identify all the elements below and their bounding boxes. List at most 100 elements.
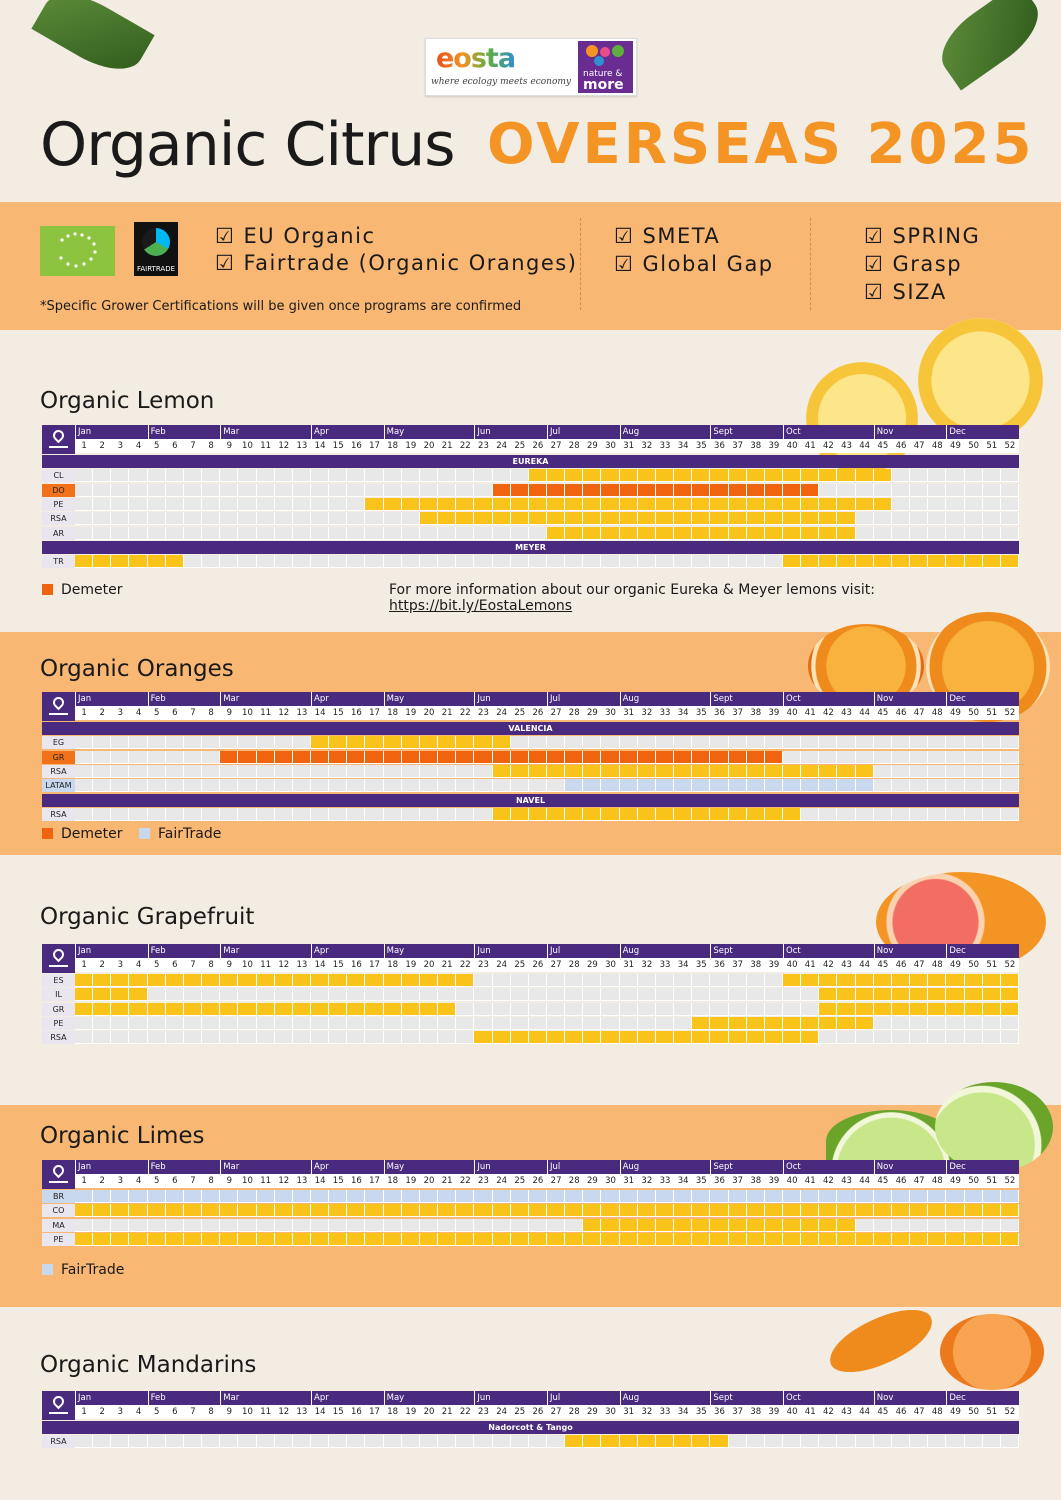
available-week-cell: [928, 1190, 947, 1203]
empty-week-cell: [75, 1016, 94, 1030]
empty-week-cell: [891, 1435, 911, 1449]
available-week-cell: [438, 497, 457, 511]
empty-week-cell: [274, 469, 293, 483]
pin-shape: [50, 946, 67, 963]
available-week-cell: [583, 764, 602, 778]
empty-week-cell: [964, 1218, 983, 1232]
available-week-cell: [583, 750, 602, 764]
available-week-cell: [819, 1190, 838, 1203]
available-week-cell: [438, 1002, 457, 1016]
available-week-cell: [728, 1016, 747, 1030]
empty-week-cell: [438, 555, 457, 569]
available-week-cell: [93, 974, 112, 987]
week-number: 39: [764, 439, 783, 453]
available-week-cell: [329, 1232, 348, 1246]
empty-week-cell: [510, 974, 529, 987]
empty-week-cell: [202, 764, 221, 778]
empty-week-cell: [292, 512, 311, 526]
empty-week-cell: [347, 483, 366, 497]
empty-week-cell: [75, 1435, 94, 1449]
week-number: 16: [347, 439, 366, 453]
empty-week-cell: [93, 497, 112, 511]
empty-week-cell: [256, 1031, 275, 1045]
week-number: 50: [964, 439, 983, 453]
available-week-cell: [583, 469, 602, 483]
available-week-cell: [456, 1204, 475, 1218]
week-number: 27: [547, 958, 566, 972]
week-number: 49: [946, 1405, 965, 1419]
available-week-cell: [129, 1190, 148, 1203]
empty-week-cell: [837, 750, 856, 764]
available-week-cell: [583, 779, 602, 793]
available-week-cell: [238, 974, 257, 987]
week-number: 18: [383, 706, 402, 720]
empty-week-cell: [964, 1435, 983, 1449]
empty-week-cell: [601, 736, 620, 750]
week-number: 28: [565, 706, 584, 720]
available-week-cell: [674, 1232, 693, 1246]
available-week-cell: [783, 1232, 802, 1246]
available-week-cell: [111, 1190, 130, 1203]
week-number: 45: [873, 439, 892, 453]
empty-week-cell: [311, 512, 330, 526]
week-number: 39: [764, 706, 783, 720]
week-number: 18: [383, 439, 402, 453]
empty-week-cell: [111, 779, 130, 793]
available-week-cell: [474, 1190, 493, 1203]
month-header: Jul: [547, 1391, 620, 1405]
empty-week-cell: [111, 469, 130, 483]
lemon-info-link[interactable]: https://bit.ly/EostaLemons: [389, 598, 573, 614]
empty-week-cell: [692, 736, 711, 750]
available-week-cell: [583, 1435, 602, 1449]
empty-week-cell: [1000, 497, 1019, 511]
empty-week-cell: [438, 1016, 457, 1030]
week-number: 48: [928, 439, 947, 453]
available-week-cell: [764, 497, 783, 511]
empty-week-cell: [982, 526, 1001, 540]
page-title-accent: OVERSEAS 2025: [487, 112, 1035, 177]
empty-week-cell: [329, 764, 348, 778]
available-week-cell: [873, 497, 892, 511]
empty-week-cell: [891, 1218, 911, 1232]
available-week-cell: [746, 1218, 765, 1232]
available-week-cell: [456, 1232, 475, 1246]
available-week-cell: [764, 1204, 783, 1218]
available-week-cell: [728, 526, 747, 540]
month-header: Nov: [873, 692, 947, 706]
available-week-cell: [93, 1190, 112, 1203]
available-week-cell: [401, 1190, 420, 1203]
empty-week-cell: [129, 512, 148, 526]
available-week-cell: [419, 1232, 439, 1246]
empty-week-cell: [329, 483, 348, 497]
nature-and-more-logo: nature & more: [578, 41, 633, 93]
empty-week-cell: [855, 1435, 874, 1449]
month-header: Dec: [946, 944, 1019, 958]
empty-week-cell: [964, 512, 983, 526]
week-number: 27: [547, 439, 566, 453]
available-week-cell: [764, 750, 783, 764]
empty-week-cell: [183, 497, 203, 511]
week-number: 42: [819, 439, 838, 453]
available-week-cell: [93, 1002, 112, 1016]
empty-week-cell: [165, 483, 184, 497]
available-week-cell: [474, 1031, 493, 1045]
empty-week-cell: [238, 736, 257, 750]
empty-week-cell: [256, 526, 275, 540]
empty-week-cell: [220, 1218, 239, 1232]
empty-week-cell: [510, 1016, 529, 1030]
available-week-cell: [565, 526, 584, 540]
available-week-cell: [855, 1002, 874, 1016]
available-week-cell: [746, 483, 765, 497]
empty-week-cell: [946, 1031, 965, 1045]
empty-week-cell: [329, 526, 348, 540]
week-number: 8: [202, 1405, 221, 1419]
empty-week-cell: [819, 1435, 838, 1449]
week-number: 39: [764, 1405, 783, 1419]
empty-week-cell: [129, 483, 148, 497]
month-header: Jul: [547, 692, 620, 706]
available-week-cell: [764, 1232, 783, 1246]
empty-week-cell: [401, 988, 420, 1002]
legend-demeter: Demeter: [42, 582, 123, 598]
available-week-cell: [601, 779, 620, 793]
available-week-cell: [801, 512, 820, 526]
